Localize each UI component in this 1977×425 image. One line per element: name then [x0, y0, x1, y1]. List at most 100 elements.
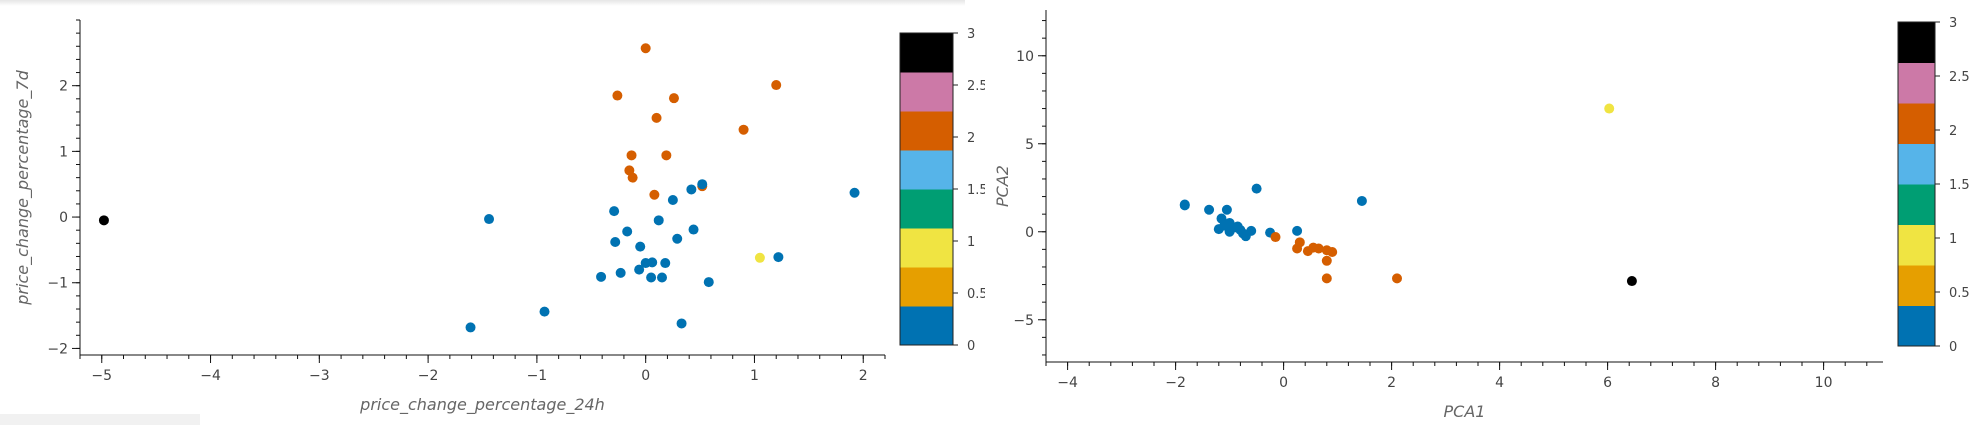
x-tick-label: 10 [1815, 375, 1833, 391]
scatter-point [738, 124, 749, 135]
colorbar-tick-label: 0 [967, 339, 975, 354]
scatter-point [676, 318, 687, 329]
scatter-point [773, 252, 784, 263]
scatter-point [1604, 103, 1615, 114]
colorbar-segment [1898, 143, 1935, 185]
scatter-point [1313, 243, 1324, 254]
scatter-point [1251, 183, 1262, 194]
colorbar-segment [900, 33, 953, 73]
scatter-point [754, 252, 765, 263]
colorbar-segment [1898, 224, 1935, 266]
y-tick-label: 1 [59, 144, 68, 160]
scatter-point [1626, 276, 1637, 287]
scatter-point [651, 112, 662, 123]
colorbar-segment [1898, 184, 1935, 225]
x-tick-label: −3 [309, 368, 330, 384]
y-tick-label: −2 [47, 341, 68, 357]
y-tick-label: 10 [1016, 49, 1034, 65]
scatter-point [660, 258, 671, 269]
x-tick-label: −4 [1057, 375, 1078, 391]
scatter-point [612, 90, 623, 101]
colorbar-tick-label: 2.5 [967, 79, 985, 94]
x-tick-label: 8 [1711, 375, 1720, 391]
scatter-point [634, 264, 645, 275]
scatter-point [771, 80, 782, 91]
x-tick-label: −2 [418, 368, 439, 384]
scatter-point [1213, 224, 1224, 235]
colorbar-tick-label: 0.5 [967, 287, 985, 302]
colorbar-tick-label: 1.5 [1949, 178, 1970, 193]
scatter-point [672, 233, 683, 244]
bottom-fade-strip [0, 414, 200, 425]
x-tick-label: −2 [1165, 375, 1186, 391]
scatter-point [1204, 204, 1215, 215]
top-shadow-strip [0, 0, 965, 6]
y-tick-label: −5 [1013, 313, 1034, 329]
scatter-point [1321, 273, 1332, 284]
scatter-point [703, 277, 714, 288]
scatter-point [98, 215, 109, 226]
x-tick-label: −5 [91, 368, 112, 384]
y-tick-label: 0 [1025, 225, 1034, 241]
scatter-point [661, 150, 672, 161]
colorbar-tick-label: 1 [967, 235, 975, 250]
x-tick-label: 1 [750, 368, 759, 384]
colorbar-tick-label: 0 [1949, 340, 1957, 355]
scatter-chart-price-change: −5 −4 −3 −2 −1 0 1 2 −2 −1 0 1 2 price_change_percent… [13, 19, 985, 415]
colorbar-segment [1898, 265, 1935, 306]
scatter-point [697, 179, 708, 190]
colorbar-tick-label: 2.5 [1949, 70, 1970, 85]
scatter-point [1224, 226, 1235, 237]
scatter-point [646, 272, 657, 283]
scatter-point [653, 215, 664, 226]
scatter-point [626, 150, 637, 161]
colorbar-segment [900, 150, 953, 190]
scatter-point [1321, 255, 1332, 266]
x-tick-label: 6 [1603, 375, 1612, 391]
colorbar-tick-label: 3 [1949, 16, 1957, 31]
colorbar-tick-label: 2 [967, 131, 975, 146]
scatter-point [647, 257, 658, 268]
scatter-point [688, 224, 699, 235]
scatter-point [465, 322, 476, 333]
scatter-point [610, 237, 621, 248]
colorbar-segment [900, 189, 953, 229]
scatter-point [1392, 273, 1402, 284]
y-axis-title: price_change_percentage_7d [13, 69, 33, 305]
y-tick-label: 5 [1025, 137, 1034, 153]
x-tick-label: 4 [1495, 375, 1504, 391]
scatter-point [635, 241, 646, 252]
colorbar-tick-label: 2 [1949, 124, 1957, 139]
x-tick-label: −4 [200, 368, 221, 384]
y-tick-label: −1 [47, 276, 68, 292]
colorbar-tick-label: 0.5 [1949, 286, 1970, 301]
colorbar-segment [1898, 103, 1935, 144]
x-axis-title: price_change_percentage_24h [359, 395, 605, 415]
scatter-point [609, 206, 620, 217]
scatter-point [1240, 231, 1251, 242]
colorbar-segment [900, 228, 953, 268]
scatter-point [667, 194, 678, 205]
y-axis-title: PCA2 [993, 165, 1012, 207]
colorbar-tick-label: 1.5 [967, 183, 985, 198]
colorbar-tick-label: 1 [1949, 232, 1957, 247]
colorbar-segment [900, 111, 953, 151]
y-tick-label: 2 [59, 79, 68, 95]
x-tick-label: −1 [527, 368, 548, 384]
scatter-point [686, 184, 697, 195]
x-tick-label: 0 [1279, 375, 1288, 391]
scatter-point [596, 271, 607, 282]
scatter-chart-pca: −4 −2 0 2 4 6 8 10 −5 0 5 10 PCA1 PCA2 0 0.5 1 1.5 2 2.5 3 [993, 10, 1970, 421]
scatter-point [1292, 243, 1303, 254]
colorbar-segment [900, 72, 953, 112]
scatter-point [1292, 225, 1303, 236]
scatter-point [1270, 232, 1281, 243]
scatter-point [615, 267, 626, 278]
colorbar-segment [900, 267, 953, 307]
scatter-point [622, 226, 633, 237]
scatter-point [1221, 204, 1232, 215]
colorbar-tick-label: 3 [967, 27, 975, 42]
y-tick-label: 0 [59, 210, 68, 226]
x-axis-title: PCA1 [1444, 402, 1486, 421]
scatter-point [539, 306, 550, 317]
